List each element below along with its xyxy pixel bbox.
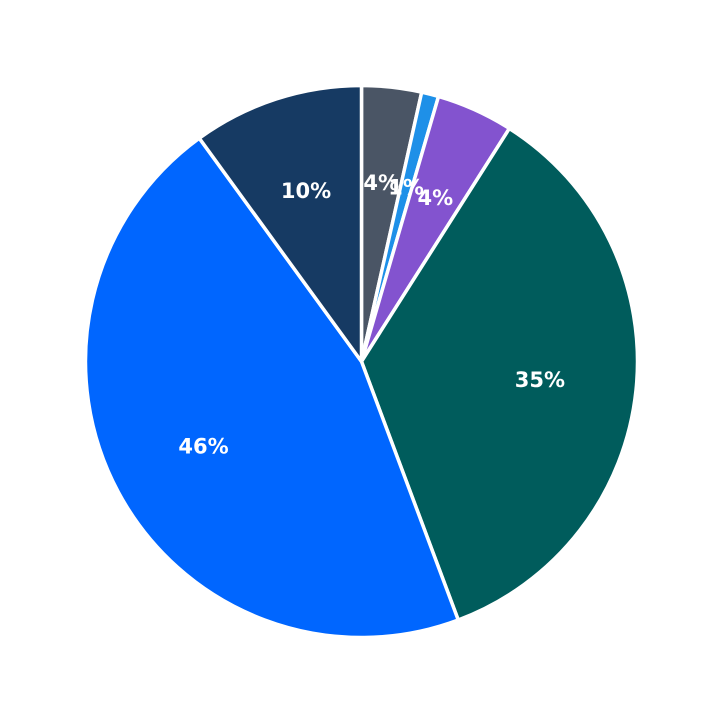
pie-slice	[83, 136, 460, 640]
slice-percent-label: 4%	[418, 186, 454, 210]
slice-percent-label: 1%	[388, 176, 424, 200]
pie-slice	[359, 126, 640, 622]
slice-percent-label: 46%	[178, 434, 228, 458]
pie-slice	[197, 83, 364, 364]
slices-layer	[83, 83, 640, 640]
slice-percent-label: 35%	[515, 368, 565, 392]
labels-layer: 4%1%4% 35% 46% 10%	[178, 171, 565, 458]
slice-percent-label: 4%	[363, 171, 399, 195]
slice-percent-label: 10%	[281, 179, 331, 203]
